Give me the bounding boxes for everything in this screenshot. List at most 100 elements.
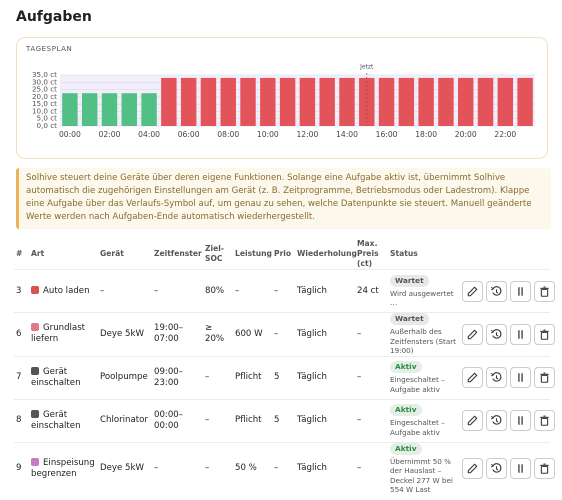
bar — [101, 93, 118, 126]
action-button[interactable] — [462, 458, 483, 479]
type-icon — [31, 323, 39, 332]
action-button[interactable] — [510, 458, 531, 479]
cell-art: Auto laden — [29, 269, 98, 313]
cell-zeitfenster: 00:00–00:00 — [152, 398, 203, 442]
bar — [141, 93, 157, 126]
status-detail: Eingeschaltet – Aufgabe aktiv — [390, 375, 445, 394]
action-button[interactable] — [462, 410, 483, 431]
cell-status: Aktiv Eingeschaltet – Aufgabe aktiv — [388, 355, 460, 399]
y-tick-label: 20,0 ct — [32, 92, 57, 101]
actions — [460, 355, 555, 399]
cell-prio: 5 — [272, 398, 295, 442]
cell-prio: – — [272, 441, 295, 495]
column-header: Status — [390, 248, 418, 258]
status-pill: Wartet — [390, 274, 429, 287]
action-icon — [490, 285, 502, 296]
action-button[interactable] — [486, 458, 507, 479]
action-button[interactable] — [534, 280, 555, 302]
cell-art: Grundlast liefern — [29, 312, 98, 356]
bar — [260, 77, 276, 126]
action-button[interactable] — [510, 323, 531, 345]
type-icon — [31, 457, 39, 466]
action-icon — [467, 415, 478, 426]
x-tick-label: 04:00 — [138, 130, 160, 139]
action-button[interactable] — [462, 367, 483, 388]
actions — [460, 398, 555, 442]
cell-geraet: Deye 5kW — [98, 312, 152, 356]
action-icon — [490, 328, 502, 339]
cell-id: 3 — [14, 269, 29, 313]
column-header: Max. Preis (ct) — [357, 238, 379, 268]
task-row: 7 Gerät einschalten Poolpumpe 09:00–23:00– P… — [14, 355, 555, 399]
cell-status: Wartet Außerhalb des Zeitfensters (Start … — [388, 312, 460, 356]
cell-zeitfenster: 09:00–23:00 — [152, 355, 203, 399]
cell-art: Gerät einschalten — [29, 398, 98, 442]
x-tick-label: 06:00 — [178, 130, 200, 139]
x-tick-label: 08:00 — [217, 130, 239, 139]
action-button[interactable] — [510, 410, 531, 431]
action-icon — [540, 286, 549, 297]
cell-leistung: – — [233, 269, 272, 313]
action-button[interactable] — [462, 323, 483, 345]
status-pill: Aktiv — [390, 442, 422, 455]
column-header: Wiederholung — [297, 248, 357, 258]
bar — [240, 77, 256, 126]
actions — [460, 441, 555, 495]
action-button[interactable] — [510, 367, 531, 388]
action-button[interactable] — [462, 280, 483, 302]
x-tick-label: 10:00 — [257, 130, 279, 139]
bar — [398, 77, 415, 126]
action-icon — [518, 464, 523, 473]
task-type: Grundlast liefern — [31, 323, 86, 345]
plot-background — [60, 75, 535, 126]
action-button[interactable] — [534, 458, 555, 479]
actions — [460, 269, 555, 313]
cell-ziel-soc: – — [203, 398, 233, 442]
cell-zeitfenster: – — [152, 269, 203, 313]
task-table: # Art Gerät Zeitfenster Ziel-SOC Leistung Prio… — [14, 238, 555, 495]
action-button[interactable] — [534, 367, 555, 388]
action-icon — [490, 372, 502, 382]
cell-max-preis: – — [355, 355, 388, 399]
cell-art: Gerät einschalten — [29, 355, 98, 399]
action-button[interactable] — [534, 410, 555, 431]
cell-prio: 5 — [272, 355, 295, 399]
cell-id: 6 — [14, 312, 29, 356]
task-row: 3 Auto laden – –80% – – Täglich 24 ct Wartet Wird… — [14, 269, 555, 313]
cell-leistung: Pflicht — [233, 355, 272, 399]
bar — [517, 77, 533, 126]
action-button[interactable] — [486, 280, 507, 302]
cell-max-preis: – — [355, 441, 388, 495]
x-tick-label: 22:00 — [494, 130, 516, 139]
cell-id: 8 — [14, 398, 29, 442]
bar — [378, 77, 395, 126]
action-icon — [518, 330, 523, 339]
cell-wiederholung: Täglich — [295, 312, 355, 356]
x-tick-label: 12:00 — [296, 130, 318, 139]
action-button[interactable] — [510, 280, 531, 302]
cell-ziel-soc: 80% — [203, 269, 233, 313]
cell-geraet: – — [98, 269, 152, 313]
action-icon — [540, 415, 549, 426]
bar — [477, 77, 494, 126]
status-detail: Eingeschaltet – Aufgabe aktiv — [390, 418, 445, 437]
task-row: 6 Grundlast liefern Deye 5kW 19:00–07:00 ≥ 2… — [14, 312, 555, 356]
cell-geraet: Poolpumpe — [98, 355, 152, 399]
action-icon — [518, 286, 523, 296]
action-button[interactable] — [486, 367, 507, 388]
action-button[interactable] — [534, 323, 555, 345]
cell-status: Wartet Wird ausgewertet … — [388, 269, 460, 313]
x-tick-label: 02:00 — [99, 130, 121, 139]
type-icon — [31, 409, 39, 418]
action-icon — [467, 329, 478, 339]
task-type: Gerät einschalten — [31, 366, 81, 388]
cell-leistung: Pflicht — [233, 398, 272, 442]
task-row: 9 Einspeisung begrenzen Deye 5kW – –50 % – Täg… — [14, 441, 555, 495]
action-button[interactable] — [486, 323, 507, 345]
action-icon — [518, 373, 523, 382]
bar — [279, 77, 296, 126]
action-button[interactable] — [486, 410, 507, 431]
bar — [121, 93, 137, 126]
cell-art: Einspeisung begrenzen — [29, 441, 98, 495]
